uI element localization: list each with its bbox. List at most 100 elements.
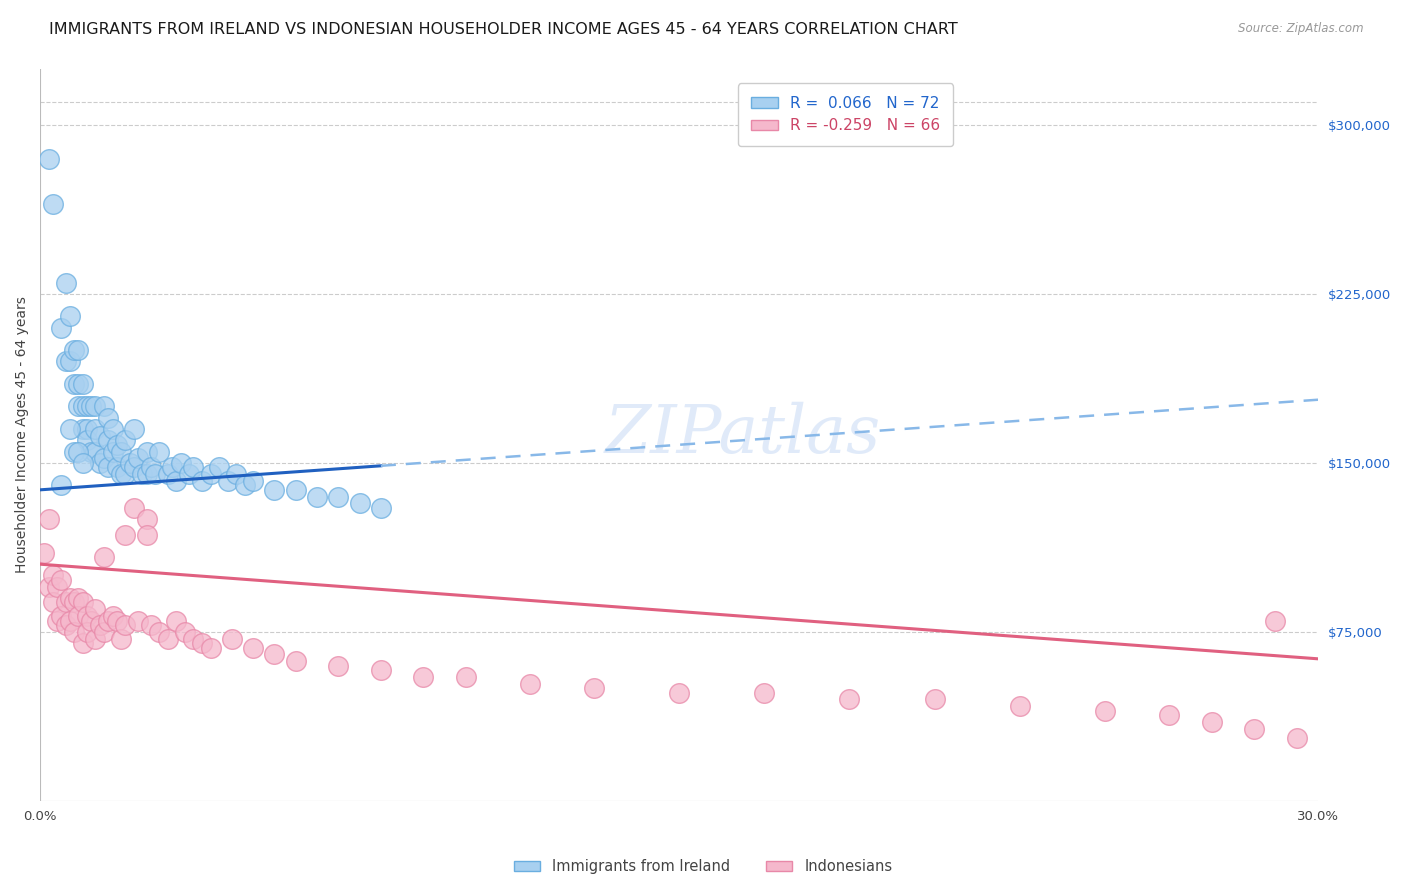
Point bbox=[582, 681, 605, 695]
Point bbox=[114, 528, 136, 542]
Point bbox=[42, 595, 65, 609]
Point bbox=[105, 614, 128, 628]
Point bbox=[84, 444, 107, 458]
Point bbox=[97, 434, 120, 448]
Text: IMMIGRANTS FROM IRELAND VS INDONESIAN HOUSEHOLDER INCOME AGES 45 - 64 YEARS CORR: IMMIGRANTS FROM IRELAND VS INDONESIAN HO… bbox=[49, 22, 957, 37]
Point bbox=[80, 444, 103, 458]
Point bbox=[67, 400, 90, 414]
Point bbox=[370, 500, 392, 515]
Point bbox=[1285, 731, 1308, 745]
Point bbox=[105, 438, 128, 452]
Point bbox=[370, 663, 392, 677]
Point bbox=[51, 609, 73, 624]
Point bbox=[67, 591, 90, 605]
Point bbox=[1243, 722, 1265, 736]
Point bbox=[97, 460, 120, 475]
Point bbox=[63, 343, 86, 358]
Point bbox=[160, 460, 183, 475]
Point bbox=[55, 354, 77, 368]
Point bbox=[72, 456, 94, 470]
Point bbox=[38, 512, 60, 526]
Point bbox=[93, 400, 115, 414]
Point bbox=[135, 444, 157, 458]
Point bbox=[59, 614, 82, 628]
Legend: Immigrants from Ireland, Indonesians: Immigrants from Ireland, Indonesians bbox=[508, 854, 898, 880]
Point bbox=[89, 618, 111, 632]
Point bbox=[242, 474, 264, 488]
Point bbox=[97, 410, 120, 425]
Point bbox=[183, 460, 205, 475]
Point bbox=[72, 400, 94, 414]
Point bbox=[200, 640, 222, 655]
Point bbox=[135, 512, 157, 526]
Y-axis label: Householder Income Ages 45 - 64 years: Householder Income Ages 45 - 64 years bbox=[15, 296, 30, 573]
Point bbox=[89, 429, 111, 443]
Point bbox=[42, 196, 65, 211]
Point bbox=[59, 591, 82, 605]
Point bbox=[101, 422, 124, 436]
Point bbox=[412, 670, 434, 684]
Point bbox=[55, 618, 77, 632]
Point bbox=[1201, 714, 1223, 729]
Point bbox=[63, 444, 86, 458]
Point bbox=[63, 624, 86, 639]
Point bbox=[131, 467, 153, 481]
Point bbox=[55, 595, 77, 609]
Point bbox=[263, 648, 285, 662]
Text: ZIPatlas: ZIPatlas bbox=[605, 402, 882, 467]
Point bbox=[191, 474, 214, 488]
Point bbox=[110, 444, 132, 458]
Point bbox=[174, 624, 197, 639]
Point bbox=[754, 685, 776, 699]
Point bbox=[59, 310, 82, 324]
Point bbox=[59, 422, 82, 436]
Point bbox=[143, 467, 166, 481]
Point bbox=[93, 451, 115, 466]
Point bbox=[72, 595, 94, 609]
Point bbox=[170, 456, 193, 470]
Point bbox=[838, 692, 860, 706]
Point bbox=[101, 444, 124, 458]
Point bbox=[263, 483, 285, 497]
Point bbox=[84, 400, 107, 414]
Point bbox=[51, 573, 73, 587]
Point bbox=[165, 474, 187, 488]
Point bbox=[76, 434, 98, 448]
Point bbox=[76, 609, 98, 624]
Point bbox=[76, 400, 98, 414]
Point bbox=[179, 467, 201, 481]
Point bbox=[183, 632, 205, 646]
Point bbox=[305, 490, 328, 504]
Point bbox=[51, 320, 73, 334]
Point bbox=[34, 546, 56, 560]
Point bbox=[139, 618, 162, 632]
Point bbox=[208, 460, 231, 475]
Point bbox=[72, 636, 94, 650]
Point bbox=[349, 496, 371, 510]
Point bbox=[284, 654, 307, 668]
Point bbox=[454, 670, 477, 684]
Point bbox=[328, 490, 350, 504]
Point bbox=[84, 632, 107, 646]
Point bbox=[63, 595, 86, 609]
Point bbox=[84, 422, 107, 436]
Point bbox=[148, 444, 170, 458]
Point bbox=[127, 614, 149, 628]
Point bbox=[156, 467, 179, 481]
Point bbox=[284, 483, 307, 497]
Point bbox=[519, 676, 541, 690]
Point bbox=[217, 474, 239, 488]
Point bbox=[101, 609, 124, 624]
Point bbox=[46, 580, 69, 594]
Point bbox=[46, 614, 69, 628]
Point bbox=[110, 467, 132, 481]
Point bbox=[114, 467, 136, 481]
Point bbox=[114, 434, 136, 448]
Point bbox=[242, 640, 264, 655]
Point bbox=[67, 343, 90, 358]
Point bbox=[89, 456, 111, 470]
Point bbox=[135, 467, 157, 481]
Legend: R =  0.066   N = 72, R = -0.259   N = 66: R = 0.066 N = 72, R = -0.259 N = 66 bbox=[738, 84, 953, 145]
Point bbox=[135, 528, 157, 542]
Point bbox=[42, 568, 65, 582]
